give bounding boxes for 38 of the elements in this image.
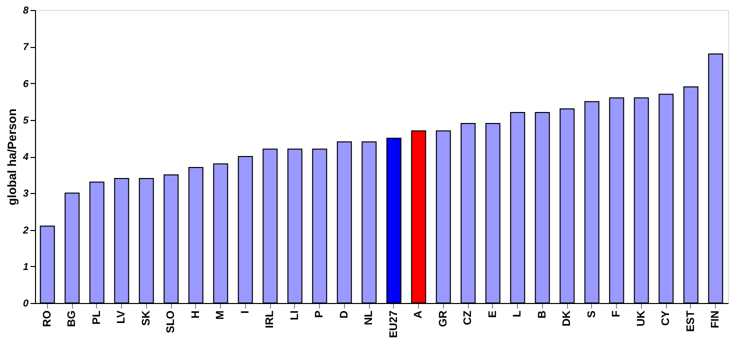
x-tick-label: PL	[90, 310, 103, 325]
x-tick-label: RO	[41, 310, 54, 327]
x-tick-label: P	[314, 310, 326, 318]
x-tick-label: GR	[437, 310, 450, 327]
y-tick-label: 1	[22, 262, 29, 273]
x-tick-label: EST	[684, 310, 697, 332]
x-tick-label: M	[214, 310, 227, 320]
x-tick-label: SK	[140, 310, 152, 326]
x-tick-label: UK	[635, 310, 648, 326]
x-tick-label: CZ	[462, 310, 474, 326]
y-tick-label: 4	[22, 152, 29, 163]
x-tick-label: S	[586, 310, 598, 318]
x-tick-label: B	[536, 310, 548, 318]
x-tick-label: FIN	[710, 310, 722, 328]
y-tick-label: 6	[22, 78, 29, 90]
y-tick-label: 8	[22, 6, 29, 16]
x-tick-label: BG	[66, 310, 78, 327]
x-tick-label: A	[412, 310, 425, 318]
x-tick-label: SLO	[165, 310, 178, 334]
x-tick-label: H	[190, 310, 202, 318]
x-tick-label: I	[239, 310, 252, 314]
x-tick-label: F	[610, 310, 623, 318]
x-tick-label: LV	[116, 310, 128, 324]
x-tick-label: IRL	[264, 310, 276, 328]
x-tick-label: L	[512, 310, 524, 318]
y-axis-title: global ha/Person	[4, 108, 19, 206]
y-tick-label: 0	[22, 298, 29, 310]
x-tick-label: EU27	[388, 310, 400, 338]
x-tick-label: LI	[288, 310, 301, 320]
y-tick-label: 3	[22, 188, 29, 200]
y-tick-label: 5	[22, 115, 29, 126]
x-tick-label: DK	[561, 310, 574, 326]
x-tick-label: E	[486, 310, 499, 318]
x-tick-label: NL	[363, 310, 376, 326]
x-tick-label: D	[338, 310, 350, 318]
y-tick-label: 7	[22, 42, 29, 54]
x-tick-label: CY	[660, 310, 672, 326]
y-tick-label: 2	[22, 225, 29, 236]
